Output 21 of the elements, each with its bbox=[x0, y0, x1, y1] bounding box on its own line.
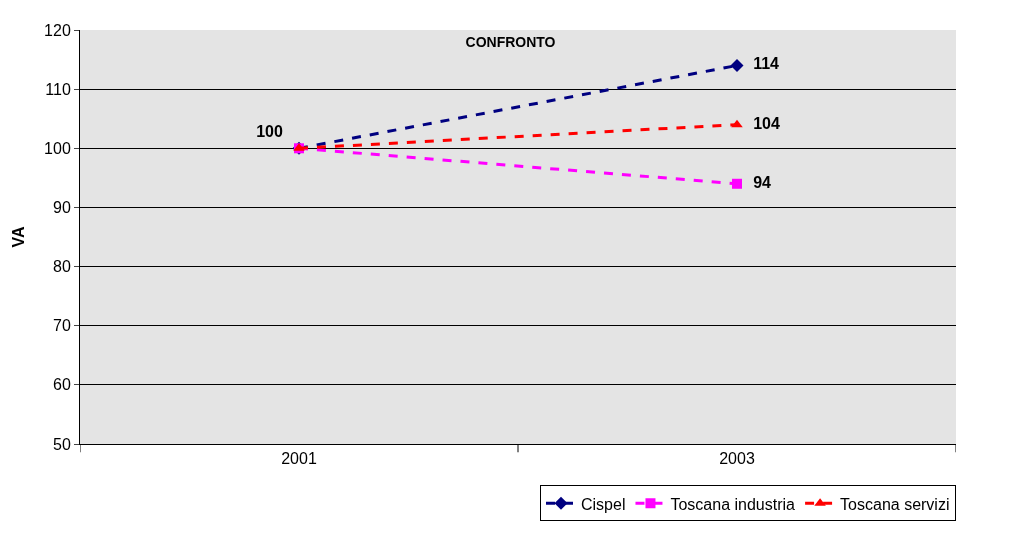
y-tick-label: 120 bbox=[44, 21, 71, 39]
data-label: 114 bbox=[744, 55, 788, 73]
y-tick-label: 80 bbox=[53, 258, 71, 276]
data-label: 104 bbox=[744, 114, 789, 132]
y-tick-label: 70 bbox=[53, 317, 71, 335]
legend-label: Toscana industria bbox=[670, 495, 796, 513]
x-tick-label: 2003 bbox=[719, 450, 755, 468]
y-tick-label: 110 bbox=[45, 80, 71, 98]
legend-label: Toscana servizi bbox=[840, 495, 950, 513]
legend-label: Cispel bbox=[581, 495, 626, 513]
chart-title: CONFRONTO bbox=[465, 34, 556, 51]
y-tick-label: 100 bbox=[44, 139, 71, 157]
x-tick-label: 2001 bbox=[281, 450, 317, 468]
y-tick-label: 50 bbox=[53, 435, 71, 453]
data-label: 94 bbox=[744, 173, 780, 191]
y-axis-title: VA bbox=[10, 226, 27, 248]
y-tick-label: 90 bbox=[53, 199, 71, 217]
y-tick-label: 60 bbox=[53, 376, 71, 394]
point bbox=[730, 58, 744, 72]
data-label: 100 bbox=[247, 123, 292, 141]
point bbox=[732, 178, 742, 189]
